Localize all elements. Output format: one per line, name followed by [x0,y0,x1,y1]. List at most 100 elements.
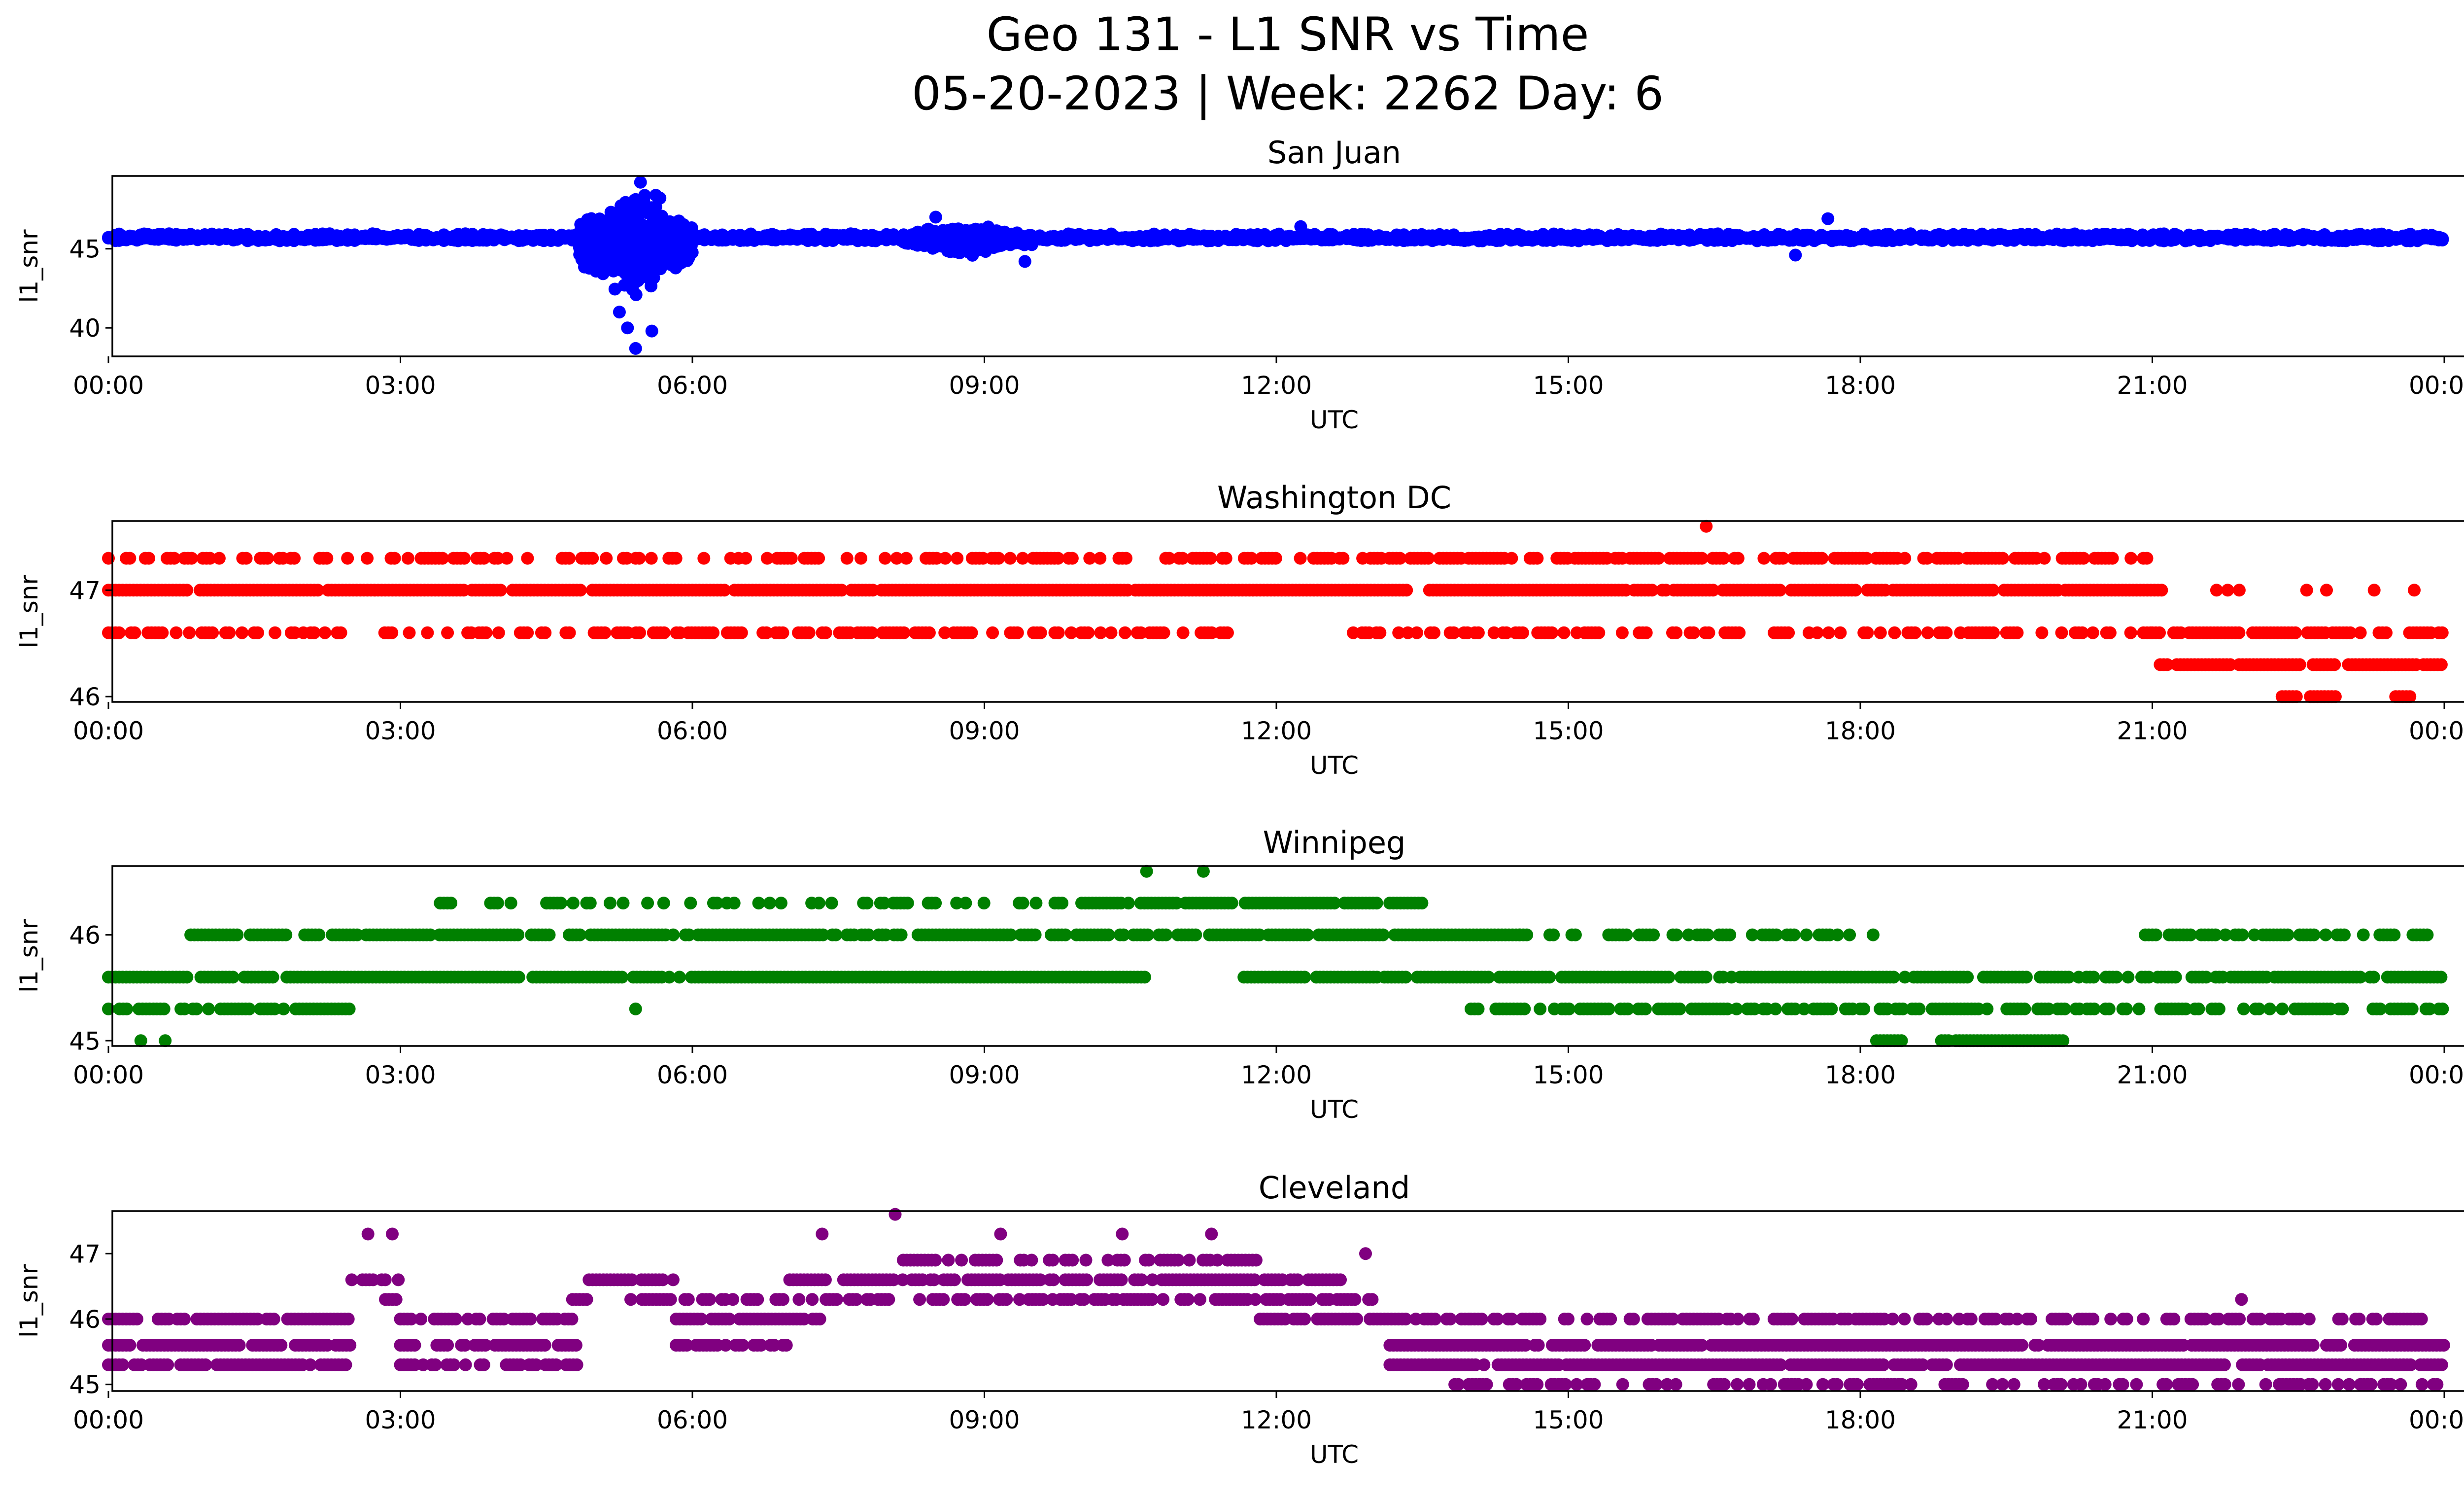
data-point [936,230,949,243]
data-point [1056,897,1069,910]
data-point [1640,626,1653,639]
subplot-title: San Juan [1267,135,1401,171]
data-point [1921,626,1934,639]
data-point [361,552,374,565]
data-point [1861,626,1874,639]
data-point [231,928,244,941]
data-point [1011,626,1024,639]
data-point [190,1002,203,1015]
data-point [226,971,240,984]
data-point [2380,626,2393,639]
data-point [642,252,655,265]
data-point [1520,928,1534,941]
data-point [2436,234,2449,246]
data-point [1639,1002,1652,1015]
data-point [1294,220,1307,233]
data-point [183,626,196,639]
data-point [1831,928,1844,941]
data-point [288,552,301,565]
data-point [512,928,525,941]
data-point [657,626,671,639]
data-point [1373,626,1387,639]
data-point [2102,1002,2116,1015]
data-point [1569,928,1582,941]
data-point [1400,584,1413,597]
data-point [2293,658,2306,671]
data-point [1034,626,1047,639]
data-point [2276,1002,2289,1015]
data-point [261,552,274,565]
data-point [1094,552,1107,565]
data-point [1018,255,1031,268]
data-point [479,626,493,639]
data-point [1849,584,1862,597]
data-point [1843,928,1856,941]
data-point [341,552,354,565]
data-point [388,552,401,565]
data-point [521,552,534,565]
data-point [825,897,838,910]
data-point [617,258,631,272]
data-point [959,897,972,910]
data-point [1122,897,1135,910]
data-point [1701,928,1714,941]
data-point [629,342,642,355]
data-point [170,626,183,639]
data-point [616,971,629,984]
data-point [504,897,517,910]
data-point [1428,626,1440,639]
data-point [1052,626,1065,639]
data-point [739,552,753,565]
data-point [1670,928,1683,941]
data-point [2300,584,2313,597]
data-point [128,626,141,639]
data-point [626,283,639,296]
data-point [616,897,630,910]
data-point [2263,1002,2276,1015]
data-point [1410,626,1423,639]
data-point [621,321,634,335]
data-point [1008,229,1021,242]
data-point [2434,658,2448,671]
data-point [2307,928,2321,941]
data-point [707,626,719,639]
data-point [554,897,567,910]
data-point [673,971,686,984]
data-point [1102,928,1115,941]
data-point [685,246,699,259]
data-point [2103,626,2117,639]
data-point [1731,552,1745,565]
data-point [1811,626,1824,639]
data-point [585,225,598,238]
data-point [2421,928,2434,941]
data-point [1157,626,1170,639]
data-point [1909,626,1921,639]
data-point [1534,1002,1547,1015]
x-tick-label: 06:00 [657,371,728,400]
data-point [1543,971,1556,984]
data-point [819,626,832,639]
axes-frame [111,520,2464,703]
data-point [2354,626,2367,639]
data-point [2019,971,2033,984]
data-point [986,626,999,639]
data-point [521,626,534,639]
data-point [251,626,264,639]
x-tick-label: 15:00 [1533,717,1604,745]
data-point [401,552,414,565]
data-point [1787,928,1801,941]
data-point [684,897,697,910]
data-point [1531,552,1544,565]
data-point [1673,1002,1686,1015]
x-axis-label: UTC [1310,751,1359,780]
data-point [1160,928,1173,941]
data-point [2035,626,2049,639]
data-point [1757,552,1771,565]
data-point [600,552,613,565]
data-point [670,233,683,245]
x-tick-label: 15:00 [1533,371,1604,400]
x-tick-label: 18:00 [1825,717,1896,745]
data-point [1294,552,1307,565]
